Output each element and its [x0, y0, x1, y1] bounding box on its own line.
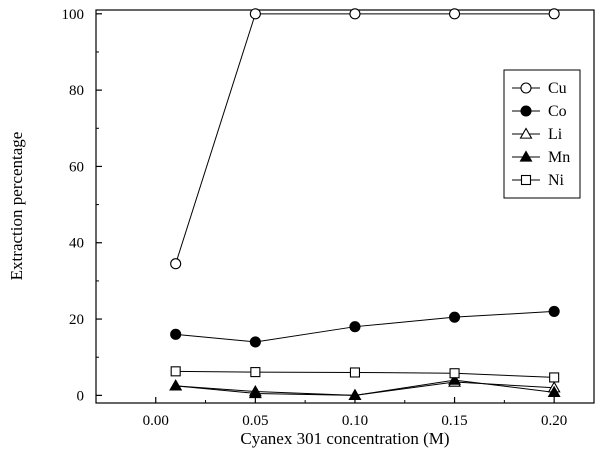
y-tick-label: 20	[69, 312, 84, 328]
legend-marker-cu	[520, 82, 532, 94]
point-ni	[170, 366, 181, 377]
y-tick-label: 60	[69, 159, 84, 175]
legend-label-ni: Ni	[548, 172, 565, 189]
point-cu	[349, 8, 361, 20]
series-line-co	[175, 310, 555, 343]
point-mn	[348, 388, 362, 401]
point-mn	[169, 379, 183, 391]
point-mn	[448, 373, 462, 385]
series-markers	[169, 8, 561, 401]
point-ni	[549, 372, 560, 383]
series-line-ni	[175, 370, 555, 378]
point-co	[349, 321, 361, 333]
x-axis-title: Cyanex 301 concentration (M)	[240, 429, 449, 448]
x-tick-label: 0.15	[441, 413, 467, 429]
x-axis-ticks: 0.00 0.05 0.10 0.15 0.20	[143, 397, 567, 429]
point-ni	[250, 367, 261, 378]
x-tick-label: 0.20	[541, 413, 567, 429]
series-line-cu	[175, 13, 555, 264]
point-cu	[249, 8, 261, 20]
point-ni	[349, 367, 361, 378]
legend-marker-li	[519, 127, 533, 139]
series-lines	[175, 13, 555, 396]
legend-marker-co	[520, 105, 532, 117]
y-tick-label: 0	[77, 388, 85, 404]
point-cu	[449, 8, 461, 20]
x-tick-label: 0.00	[143, 413, 169, 429]
legend-label-mn: Mn	[548, 149, 570, 166]
x-tick-label: 0.05	[242, 413, 268, 429]
y-axis-ticks: 0 20 40 60 80 100	[62, 7, 102, 404]
legend-label-cu: Cu	[548, 80, 567, 97]
y-axis-title: Extraction percentage	[7, 132, 26, 281]
legend-marker-ni	[520, 174, 532, 186]
x-tick-label: 0.10	[342, 413, 368, 429]
legend-marker-mn	[519, 150, 533, 162]
series-line-mn	[175, 379, 555, 396]
legend: Cu Co Li Mn Ni	[503, 69, 581, 199]
point-cu	[548, 8, 560, 20]
y-tick-label: 100	[62, 7, 85, 23]
legend-label-co: Co	[548, 103, 567, 120]
point-co	[548, 305, 560, 317]
point-mn	[547, 385, 561, 397]
point-co	[449, 311, 461, 323]
point-mn	[248, 386, 262, 399]
plot-frame	[95, 9, 595, 404]
point-ni	[449, 368, 460, 379]
point-co	[249, 336, 261, 348]
y-tick-label: 40	[69, 236, 84, 252]
legend-label-li: Li	[548, 126, 563, 143]
point-cu	[170, 258, 182, 270]
point-co	[170, 328, 182, 340]
y-tick-label: 80	[69, 83, 84, 99]
